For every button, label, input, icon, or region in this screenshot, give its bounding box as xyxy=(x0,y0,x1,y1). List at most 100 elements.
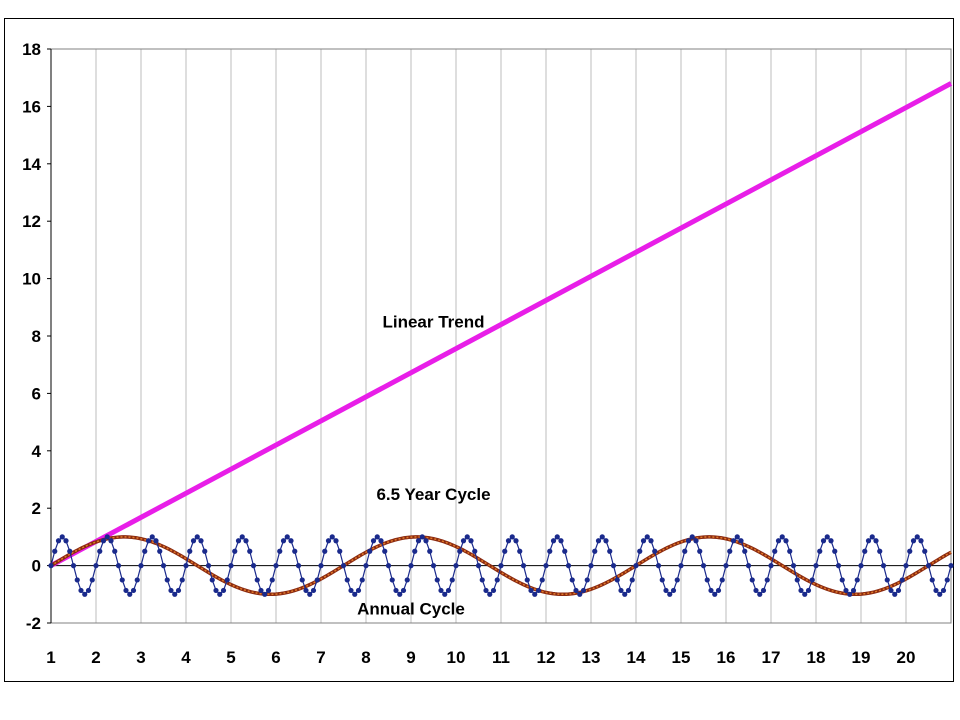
series-point-annual-cycle xyxy=(138,563,144,569)
series-point-annual-cycle xyxy=(712,591,718,597)
series-point-annual-cycle xyxy=(584,577,590,583)
series-point-annual-cycle xyxy=(505,538,512,544)
series-point-annual-cycle xyxy=(794,577,800,583)
series-point-annual-cycle xyxy=(528,587,534,594)
series-point-annual-cycle xyxy=(322,548,328,554)
series-point-annual-cycle xyxy=(374,534,380,540)
series-point-annual-cycle xyxy=(82,591,88,597)
series-point-annual-cycle xyxy=(303,587,309,594)
series-point-annual-cycle xyxy=(865,538,872,544)
x-tick-label: 8 xyxy=(361,648,370,667)
series-point-annual-cycle xyxy=(569,577,575,583)
series-point-annual-cycle xyxy=(933,587,939,594)
series-point-annual-cycle xyxy=(359,577,365,583)
series-point-annual-cycle xyxy=(239,534,245,540)
series-point-annual-cycle xyxy=(704,577,710,583)
series-point-annual-cycle xyxy=(734,534,740,540)
series-point-annual-cycle xyxy=(682,548,688,554)
x-tick-label: 11 xyxy=(492,648,510,667)
series-point-annual-cycle xyxy=(524,577,530,583)
series-point-annual-cycle xyxy=(862,548,868,554)
series-point-annual-cycle xyxy=(67,548,73,554)
series-point-annual-cycle xyxy=(307,591,313,597)
series-point-annual-cycle xyxy=(509,534,515,540)
series-point-annual-cycle xyxy=(640,538,647,544)
series-point-annual-cycle xyxy=(59,534,65,540)
series-point-annual-cycle xyxy=(352,591,358,597)
series-point-annual-cycle xyxy=(202,548,208,554)
series-point-annual-cycle xyxy=(367,548,373,554)
series-point-annual-cycle xyxy=(464,534,470,540)
series-point-annual-cycle xyxy=(764,577,770,583)
series-point-annual-cycle xyxy=(775,538,782,544)
series-point-annual-cycle xyxy=(160,563,167,569)
series-point-annual-cycle xyxy=(382,548,388,554)
series-point-annual-cycle xyxy=(427,548,433,554)
series-point-annual-cycle xyxy=(153,538,159,544)
series-point-annual-cycle xyxy=(157,548,163,554)
series-point-annual-cycle xyxy=(648,538,654,544)
series-point-annual-cycle xyxy=(745,563,752,569)
annotation-label: 6.5 Year Cycle xyxy=(376,485,490,504)
series-point-annual-cycle xyxy=(149,534,155,540)
series-point-annual-cycle xyxy=(134,577,140,583)
series-point-annual-cycle xyxy=(314,577,320,583)
series-point-annual-cycle xyxy=(543,563,549,569)
series-point-annual-cycle xyxy=(554,534,560,540)
series-point-annual-cycle xyxy=(269,577,275,583)
series-point-annual-cycle xyxy=(423,538,429,544)
series-point-annual-cycle xyxy=(614,577,620,583)
series-point-annual-cycle xyxy=(442,591,448,597)
series-point-annual-cycle xyxy=(119,577,125,583)
x-tick-label: 2 xyxy=(91,648,100,667)
series-point-annual-cycle xyxy=(835,563,842,569)
series-point-annual-cycle xyxy=(318,563,324,569)
series-point-annual-cycle xyxy=(847,591,853,597)
series-point-annual-cycle xyxy=(869,534,875,540)
series-point-annual-cycle xyxy=(633,563,639,569)
x-tick-label: 5 xyxy=(226,648,235,667)
series-point-annual-cycle xyxy=(123,587,129,594)
series-point-annual-cycle xyxy=(363,563,369,569)
annotation-label: Annual Cycle xyxy=(357,600,465,619)
series-point-annual-cycle xyxy=(565,563,572,569)
series-point-annual-cycle xyxy=(802,591,808,597)
series-point-annual-cycle xyxy=(70,563,77,569)
series-point-annual-cycle xyxy=(798,587,804,594)
series-point-annual-cycle xyxy=(858,563,864,569)
series-point-annual-cycle xyxy=(145,538,152,544)
series-point-annual-cycle xyxy=(603,538,609,544)
x-tick-label: 20 xyxy=(897,648,916,667)
series-point-annual-cycle xyxy=(224,577,230,583)
series-point-annual-cycle xyxy=(292,548,298,554)
series-point-annual-cycle xyxy=(787,548,793,554)
series-point-annual-cycle xyxy=(832,548,838,554)
series-point-annual-cycle xyxy=(404,577,410,583)
x-tick-label: 4 xyxy=(181,648,191,667)
series-point-annual-cycle xyxy=(299,577,305,583)
series-point-annual-cycle xyxy=(78,587,84,594)
x-tick-label: 12 xyxy=(537,648,556,667)
series-point-annual-cycle xyxy=(498,563,504,569)
series-point-annual-cycle xyxy=(479,577,485,583)
x-tick-label: 10 xyxy=(447,648,466,667)
series-point-annual-cycle xyxy=(877,548,883,554)
series-point-annual-cycle xyxy=(689,534,695,540)
series-point-annual-cycle xyxy=(175,587,182,594)
series-point-annual-cycle xyxy=(828,538,834,544)
series-point-annual-cycle xyxy=(93,563,99,569)
series-point-annual-cycle xyxy=(430,563,437,569)
series-point-annual-cycle xyxy=(850,587,857,594)
series-point-annual-cycle xyxy=(190,538,197,544)
series-point-annual-cycle xyxy=(772,548,778,554)
series-point-annual-cycle xyxy=(130,587,137,594)
series-point-annual-cycle xyxy=(674,577,680,583)
series-point-annual-cycle xyxy=(438,587,444,594)
series-point-annual-cycle xyxy=(595,538,602,544)
series-point-annual-cycle xyxy=(820,538,827,544)
series-point-annual-cycle xyxy=(63,538,69,544)
x-tick-label: 14 xyxy=(627,648,646,667)
series-point-annual-cycle xyxy=(749,577,755,583)
series-point-annual-cycle xyxy=(112,548,118,554)
series-point-annual-cycle xyxy=(393,587,399,594)
